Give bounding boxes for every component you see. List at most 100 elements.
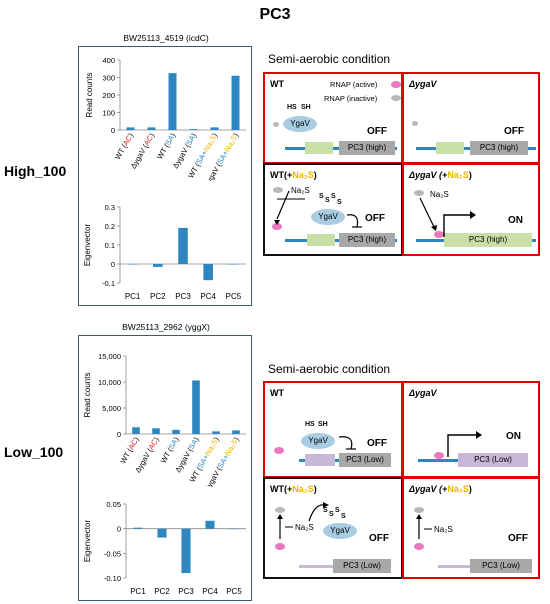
x-tick-label: PC3 <box>178 587 194 596</box>
label-part: ΔygaV (+ <box>409 484 448 494</box>
x-tick-label-part: SA <box>163 134 176 147</box>
panel-label: WT <box>270 79 284 89</box>
panel-label: ΔygaV (+Na₂S) <box>409 170 472 180</box>
y-axis-label: Eigenvector <box>83 520 92 563</box>
y-tick-label: 300 <box>102 74 115 83</box>
bar <box>181 528 191 574</box>
promoter-box <box>307 234 335 246</box>
bar <box>132 427 140 434</box>
eigenvector-chart-high: -0.1 0 0.1 0.2 0.3 Eigenvector PC1 PC2 PC3 PC4 PC5 <box>83 203 246 301</box>
state-label: OFF <box>504 126 524 137</box>
x-tick-label-part: ) <box>231 131 240 138</box>
chart-box-high <box>78 46 252 306</box>
na2s-label: Na₂S <box>434 525 453 534</box>
label-part: ) <box>313 484 317 494</box>
y-axis-label: Eigenvector <box>83 224 92 267</box>
x-tick-label: PC2 <box>154 587 170 596</box>
chart-box-low <box>78 335 252 601</box>
arrows <box>419 197 476 237</box>
label-part: ) <box>468 484 472 494</box>
s-label: S <box>319 193 324 200</box>
arrow-head <box>476 431 482 439</box>
bar <box>192 380 200 434</box>
s-label: S <box>329 511 334 518</box>
ygav-protein: YgaV <box>283 116 317 132</box>
label-na2s: Na₂S <box>292 170 314 180</box>
y-tick-label: -0.1 <box>102 279 115 288</box>
legend-inactive: RNAP (inactive) <box>324 94 378 103</box>
panel-label: WT <box>270 388 284 398</box>
rnap-active-icon <box>434 231 444 238</box>
x-tick-label-part: ) <box>172 435 181 442</box>
rnap-inactive-icon <box>414 190 424 196</box>
x-tick-label-part: ) <box>168 131 177 138</box>
bar <box>203 264 213 281</box>
panel-low-wt: WT HS SH YgaV OFF PC3 (Low) <box>263 381 403 478</box>
activation-arrow <box>443 214 470 237</box>
rnap-inactive-icon <box>275 507 285 513</box>
bar <box>205 520 215 529</box>
eigenvector-chart-low: -0.10 -0.05 0 0.05 Eigenvector PC1 PC2 PC3 PC4 PC… <box>83 500 246 596</box>
bar <box>172 429 180 434</box>
x-tick-label-part: ) <box>210 131 219 138</box>
arrows <box>416 514 432 539</box>
y-axis-label: Read counts <box>83 373 92 418</box>
panel-label: ΔygaV <box>409 388 437 398</box>
x-tick-label: PC1 <box>125 292 141 301</box>
inhibit-arrow <box>346 214 359 228</box>
gene-box: PC3 (Low) <box>470 559 532 573</box>
row-label-high: High_100 <box>4 163 67 179</box>
gene-box: PC3 (Low) <box>333 559 391 573</box>
x-tick-label-part: ) <box>212 435 221 442</box>
ygav-protein: YgaV <box>301 433 335 449</box>
y-tick-label: 0 <box>111 126 115 135</box>
gene-title-low: BW25113_2962 (yggX) <box>122 322 210 332</box>
bar <box>228 264 239 265</box>
s-label: S <box>341 513 346 520</box>
s-label: S <box>335 507 340 514</box>
x-tick-label: PC4 <box>200 292 216 301</box>
s-label: S <box>323 507 328 514</box>
y-tick-label: 100 <box>102 109 115 118</box>
arrow-head <box>416 514 422 519</box>
y-tick-label: -0.05 <box>104 549 121 558</box>
s-label: S <box>331 193 336 200</box>
y-tick-label: 0 <box>117 525 121 534</box>
sh-label: SH <box>301 104 311 111</box>
na2s-label: Na₂S <box>291 186 310 195</box>
rnap-active-icon <box>274 447 284 454</box>
x-tick-label: WT (SA) <box>155 131 177 161</box>
y-tick-label: 0.1 <box>105 241 115 250</box>
inhibit-arrow <box>338 436 353 450</box>
bar <box>212 431 220 434</box>
x-tick-label-part: ) <box>152 435 161 442</box>
rnap-inactive-icon <box>273 187 283 193</box>
arrows <box>277 502 329 539</box>
bar <box>153 264 163 267</box>
x-tick-label-part: ) <box>189 131 198 138</box>
state-label: OFF <box>367 126 387 137</box>
ygav-protein: YgaV <box>311 209 345 225</box>
y-tick-label: 15,000 <box>98 352 121 361</box>
label-na2s: Na₂S <box>292 484 314 494</box>
s-label: S <box>325 197 330 204</box>
rnap-inactive-icon <box>412 121 418 126</box>
panel-high-dygav: ΔygaV OFF PC3 (high) <box>402 72 540 164</box>
gene-box: PC3 (high) <box>470 141 528 155</box>
x-tick-label: PC4 <box>202 587 218 596</box>
bar <box>147 127 156 130</box>
gene-box: PC3 (high) <box>339 141 395 155</box>
condition-label-low: Semi-aerobic condition <box>268 362 391 376</box>
bar <box>126 127 135 130</box>
label-na2s: Na₂S <box>447 170 469 180</box>
panel-high-dygav-na2s: ΔygaV (+Na₂S) Na₂S ON PC3 (high) <box>402 163 540 256</box>
label-part: ) <box>313 170 317 180</box>
state-label: OFF <box>508 533 528 544</box>
label-part: ΔygaV (+ <box>409 170 448 180</box>
label-part: ) <box>468 170 472 180</box>
s-label: S <box>337 199 342 206</box>
x-tick-label-part: ) <box>132 435 141 442</box>
condition-label-high: Semi-aerobic condition <box>268 52 391 66</box>
bar <box>210 127 219 130</box>
